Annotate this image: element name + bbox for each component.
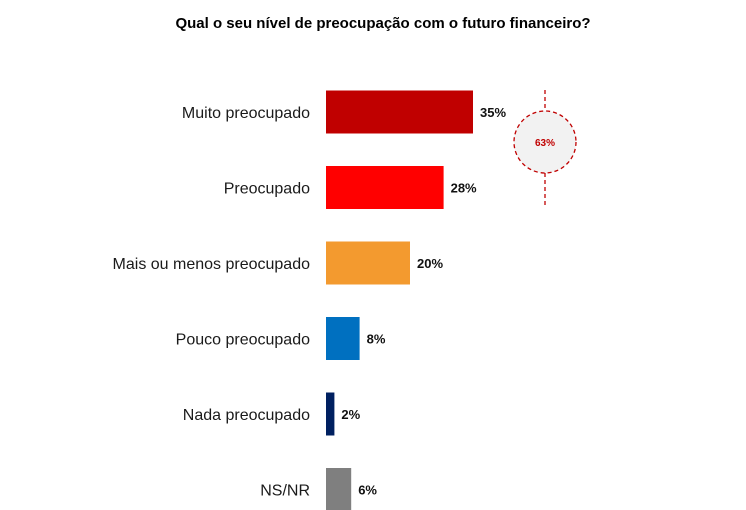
callout-group: 63% bbox=[513, 90, 577, 205]
value-label: 8% bbox=[367, 332, 386, 347]
value-label: 20% bbox=[417, 256, 443, 271]
value-label: 6% bbox=[358, 483, 377, 498]
category-label: Muito preocupado bbox=[182, 105, 310, 122]
bar bbox=[326, 166, 444, 209]
category-label: NS/NR bbox=[260, 483, 310, 500]
value-label: 28% bbox=[451, 181, 477, 196]
category-label: Pouco preocupado bbox=[176, 332, 310, 349]
bar bbox=[326, 317, 360, 360]
category-label: Preocupado bbox=[224, 181, 310, 198]
bar bbox=[326, 241, 410, 285]
bars-layer: Muito preocupado 35% Preocupado 28% Mais ou … bbox=[113, 90, 506, 510]
bar bbox=[326, 468, 352, 510]
value-label: 35% bbox=[480, 105, 506, 120]
chart-title: Qual o seu nível de preocupação com o fu… bbox=[175, 15, 590, 32]
bar bbox=[326, 392, 335, 436]
bar bbox=[326, 90, 473, 134]
category-label: Mais ou menos preocupado bbox=[113, 256, 311, 273]
callout-label: 63% bbox=[535, 138, 555, 149]
value-label: 2% bbox=[341, 407, 360, 422]
callout-circle bbox=[513, 110, 577, 174]
category-label: Nada preocupado bbox=[183, 407, 310, 424]
